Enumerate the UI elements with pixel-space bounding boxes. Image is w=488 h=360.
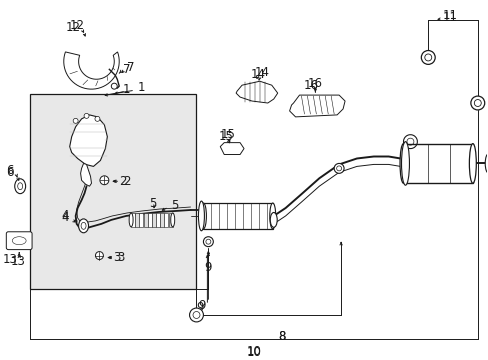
Text: 8: 8 xyxy=(277,330,285,343)
Text: 10: 10 xyxy=(246,345,261,358)
Polygon shape xyxy=(236,81,277,103)
Ellipse shape xyxy=(468,144,475,183)
Text: 2: 2 xyxy=(119,175,126,188)
Circle shape xyxy=(73,118,78,123)
Bar xyxy=(139,213,143,227)
Text: 9: 9 xyxy=(204,261,211,274)
Text: 3: 3 xyxy=(117,251,124,264)
Text: 7: 7 xyxy=(127,61,134,74)
Bar xyxy=(168,213,172,227)
Bar xyxy=(30,94,196,289)
Text: 10: 10 xyxy=(246,346,261,359)
Circle shape xyxy=(424,54,431,61)
Ellipse shape xyxy=(198,201,204,231)
Ellipse shape xyxy=(79,219,88,233)
Circle shape xyxy=(84,113,89,118)
Text: 16: 16 xyxy=(303,79,318,92)
Text: 9: 9 xyxy=(196,301,203,314)
Text: 12: 12 xyxy=(66,21,81,34)
Ellipse shape xyxy=(81,222,86,229)
Text: 13: 13 xyxy=(3,253,18,266)
Circle shape xyxy=(95,252,103,260)
Text: 11: 11 xyxy=(442,11,457,24)
Ellipse shape xyxy=(200,203,206,229)
Text: 5: 5 xyxy=(149,197,156,210)
Ellipse shape xyxy=(170,213,174,227)
Circle shape xyxy=(470,96,484,110)
Bar xyxy=(164,213,168,227)
Ellipse shape xyxy=(18,183,22,190)
Ellipse shape xyxy=(12,237,26,245)
Text: 5: 5 xyxy=(170,198,178,212)
Text: 14: 14 xyxy=(254,66,269,79)
Text: 15: 15 xyxy=(220,128,235,141)
Ellipse shape xyxy=(270,212,277,227)
Circle shape xyxy=(95,116,100,121)
Ellipse shape xyxy=(129,213,133,227)
Text: 16: 16 xyxy=(307,77,322,90)
Ellipse shape xyxy=(484,153,488,173)
Text: 6: 6 xyxy=(6,166,14,179)
Circle shape xyxy=(203,237,213,247)
Text: 3: 3 xyxy=(113,251,121,264)
Circle shape xyxy=(193,311,200,319)
FancyBboxPatch shape xyxy=(6,232,32,249)
Bar xyxy=(143,213,147,227)
Bar xyxy=(160,213,164,227)
Bar xyxy=(156,213,160,227)
Circle shape xyxy=(336,166,341,171)
Polygon shape xyxy=(70,115,107,166)
Circle shape xyxy=(333,163,344,173)
Text: 1: 1 xyxy=(137,81,144,94)
Polygon shape xyxy=(81,163,91,186)
Circle shape xyxy=(421,50,434,64)
Bar xyxy=(403,144,472,183)
Circle shape xyxy=(189,308,203,322)
Text: 6: 6 xyxy=(6,164,14,177)
Bar xyxy=(147,213,151,227)
Text: 1: 1 xyxy=(122,83,130,96)
Bar xyxy=(203,203,272,229)
Text: 12: 12 xyxy=(70,19,85,32)
Text: 15: 15 xyxy=(218,130,233,143)
Ellipse shape xyxy=(399,144,406,183)
Bar xyxy=(131,213,135,227)
Ellipse shape xyxy=(15,179,25,194)
Text: 11: 11 xyxy=(442,9,457,22)
Text: 4: 4 xyxy=(61,211,69,224)
Text: 8: 8 xyxy=(277,330,285,343)
Circle shape xyxy=(111,83,117,89)
Text: 14: 14 xyxy=(250,68,265,81)
Text: 4: 4 xyxy=(61,210,69,222)
Polygon shape xyxy=(63,52,119,89)
Circle shape xyxy=(473,100,480,107)
Text: 9: 9 xyxy=(198,298,205,311)
Circle shape xyxy=(100,176,109,185)
Ellipse shape xyxy=(401,141,408,185)
Polygon shape xyxy=(289,95,345,117)
Text: 13: 13 xyxy=(11,255,25,268)
Text: 2: 2 xyxy=(123,175,130,188)
Text: 7: 7 xyxy=(123,63,130,76)
Circle shape xyxy=(205,239,210,244)
Ellipse shape xyxy=(269,203,275,229)
Polygon shape xyxy=(220,143,244,154)
Bar xyxy=(152,213,156,227)
Bar xyxy=(135,213,139,227)
